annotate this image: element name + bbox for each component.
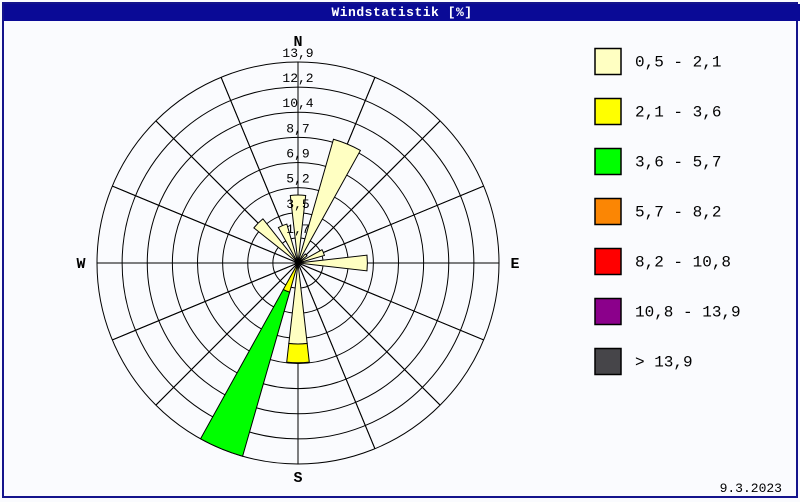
svg-text:10,4: 10,4 <box>282 96 313 111</box>
svg-text:5,7 - 8,2: 5,7 - 8,2 <box>635 204 721 222</box>
svg-text:0,5 - 2,1: 0,5 - 2,1 <box>635 54 721 72</box>
svg-text:8,7: 8,7 <box>286 121 309 136</box>
svg-text:N: N <box>293 34 302 51</box>
svg-text:E: E <box>510 256 519 273</box>
svg-text:6,9: 6,9 <box>286 147 309 162</box>
svg-text:9.3.2023: 9.3.2023 <box>720 481 782 496</box>
svg-text:12,2: 12,2 <box>282 71 313 86</box>
svg-text:2,1 - 3,6: 2,1 - 3,6 <box>635 104 721 122</box>
svg-text:1,7: 1,7 <box>286 222 309 237</box>
svg-text:10,8 - 13,9: 10,8 - 13,9 <box>635 304 741 322</box>
svg-text:8,2 - 10,8: 8,2 - 10,8 <box>635 254 731 272</box>
svg-text:3,5: 3,5 <box>286 197 309 212</box>
svg-text:> 13,9: > 13,9 <box>635 354 693 372</box>
svg-text:S: S <box>293 470 302 487</box>
svg-text:3,6 - 5,7: 3,6 - 5,7 <box>635 154 721 172</box>
svg-text:W: W <box>76 256 85 273</box>
svg-text:5,2: 5,2 <box>286 172 309 187</box>
